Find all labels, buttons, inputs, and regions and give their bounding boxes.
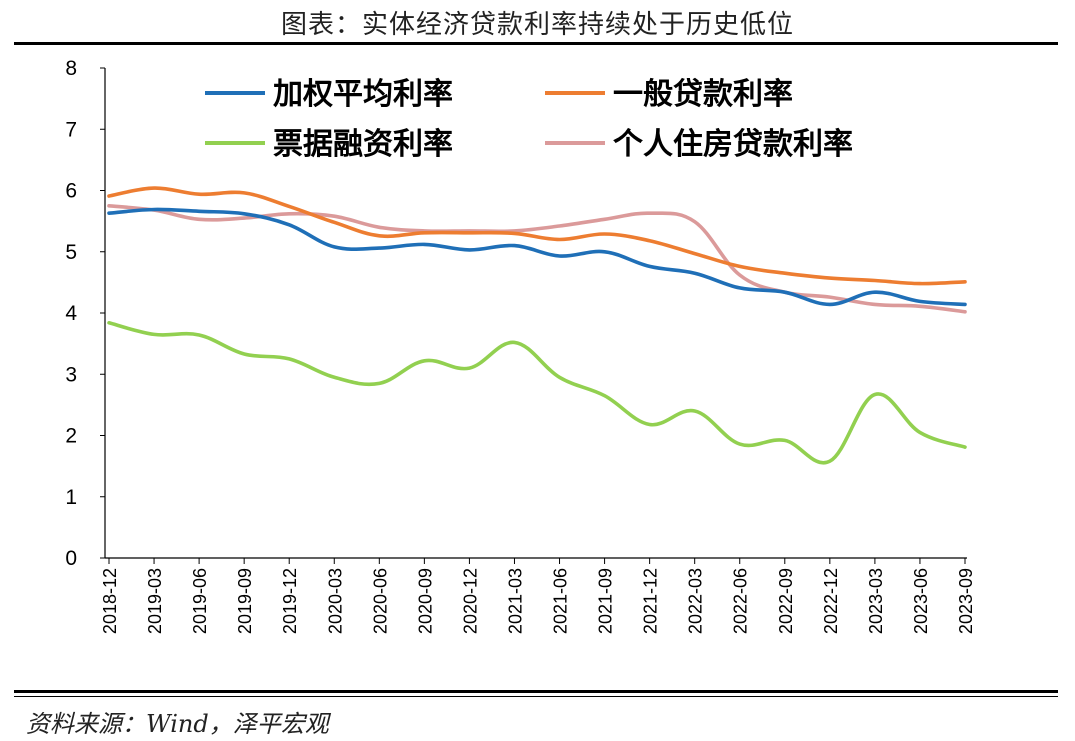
bottom-rule	[14, 690, 1058, 693]
x-tick-label: 2023-06	[911, 568, 931, 634]
legend-label-bill-financing-rate: 票据融资利率	[273, 127, 453, 162]
series-line-mortgage-rate	[107, 204, 967, 314]
x-tick-label: 2021-12	[641, 568, 661, 634]
y-tick-label: 8	[65, 57, 77, 80]
y-tick-label: 3	[65, 363, 77, 386]
y-tick-label: 1	[65, 486, 77, 509]
series-line-bill-financing-rate	[107, 321, 967, 465]
x-tick-label: 2022-12	[821, 568, 841, 634]
y-tick-label: 0	[65, 547, 77, 570]
x-tick-label: 2018-12	[100, 568, 120, 634]
x-tick-label: 2021-06	[551, 568, 571, 634]
x-tick-label: 2019-09	[235, 568, 255, 634]
legend-label-mortgage-rate: 个人住房贷款利率	[613, 127, 853, 162]
y-tick-label: 5	[65, 241, 77, 264]
x-tick-label: 2020-03	[325, 568, 345, 634]
x-tick-label: 2023-09	[956, 568, 976, 634]
x-tick-label: 2021-03	[505, 568, 525, 634]
x-tick-label: 2019-12	[280, 568, 300, 634]
legend-label-general-loan-rate: 一般贷款利率	[613, 77, 793, 112]
y-tick-label: 6	[65, 180, 77, 203]
x-tick-label: 2020-09	[415, 568, 435, 634]
x-tick-label: 2022-09	[776, 568, 796, 634]
x-tick-label: 2022-03	[686, 568, 706, 634]
y-tick-label: 4	[65, 302, 77, 325]
y-tick-label: 2	[65, 425, 77, 448]
y-tick-label: 7	[65, 118, 77, 141]
series-line-general-loan-rate	[107, 186, 967, 286]
source-note: 资料来源：Wind，泽平宏观	[26, 710, 329, 738]
series-line-weighted-avg-rate	[107, 207, 967, 307]
x-tick-label: 2023-03	[866, 568, 886, 634]
x-tick-label: 2020-06	[370, 568, 390, 634]
x-tick-label: 2021-09	[596, 568, 616, 634]
chart-title: 图表：实体经济贷款利率持续处于历史低位	[280, 10, 794, 40]
legend-label-weighted-avg-rate: 加权平均利率	[273, 77, 453, 112]
bottom-thin-rule	[14, 696, 1058, 697]
x-tick-label: 2022-06	[731, 568, 751, 634]
x-tick-label: 2020-12	[460, 568, 480, 634]
x-tick-label: 2019-03	[145, 568, 165, 634]
top-rule	[14, 42, 1058, 45]
x-tick-label: 2019-06	[190, 568, 210, 634]
line-chart: 0 1 2 3 4 5 6 7 8 2018-12 2019-03 2019-06 2019-09 201…	[65, 57, 976, 634]
